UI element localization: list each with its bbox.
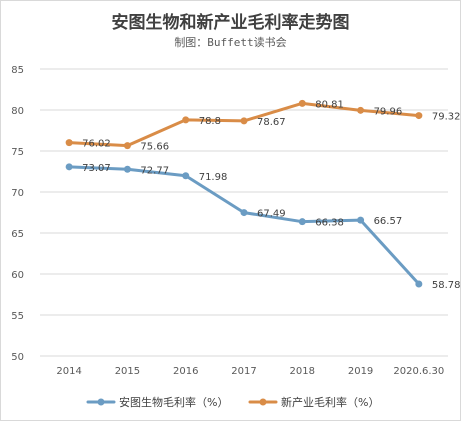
data-point <box>415 112 423 120</box>
data-label: 80.81 <box>315 99 344 110</box>
data-point <box>240 117 248 125</box>
data-point <box>240 209 248 217</box>
data-label: 79.96 <box>374 106 403 117</box>
x-tick-label: 2016 <box>173 366 198 377</box>
data-point <box>65 163 73 171</box>
y-tick-label: 85 <box>11 65 24 76</box>
y-tick-label: 50 <box>11 352 24 363</box>
y-tick-label: 60 <box>11 270 24 281</box>
y-tick-label: 80 <box>11 106 24 117</box>
x-tick-label: 2014 <box>56 366 81 377</box>
data-label: 58.78 <box>432 280 461 291</box>
series-1: 76.02 75.66 78.8 78.67 80.81 79.96 79.32 <box>65 99 461 153</box>
x-axis-ticks: 2014 2015 2016 2017 2018 2019 2020.6.30 <box>56 366 444 377</box>
data-point <box>298 218 306 226</box>
data-point <box>123 142 131 150</box>
data-label: 73.07 <box>82 163 111 174</box>
series-0: 73.07 72.77 71.98 67.49 66.38 66.57 58.78 <box>65 163 461 291</box>
data-point <box>415 280 423 288</box>
grid-lines <box>40 68 448 357</box>
data-label: 66.38 <box>315 218 344 229</box>
data-point <box>65 139 73 147</box>
data-point <box>298 99 306 107</box>
legend: 安图生物毛利率（%） 新产业毛利率（%） <box>86 395 379 409</box>
chart-subtitle: 制图：Buffett读书会 <box>174 36 287 49</box>
data-label: 78.8 <box>199 116 221 127</box>
legend-swatch-marker <box>97 398 105 406</box>
y-tick-label: 70 <box>11 188 24 199</box>
data-label: 67.49 <box>257 209 286 220</box>
series-line-0 <box>67 165 421 286</box>
legend-swatch-marker <box>259 398 267 406</box>
series-group: 73.07 72.77 71.98 67.49 66.38 66.57 58.78 76.02… <box>65 99 461 291</box>
y-axis-ticks: 50 55 60 65 70 75 80 85 <box>11 65 24 363</box>
legend-label: 安图生物毛利率（%） <box>119 395 228 409</box>
chart-title: 安图生物和新产业毛利率走势图 <box>111 13 350 33</box>
y-tick-label: 65 <box>11 229 24 240</box>
data-point <box>357 216 365 224</box>
data-point <box>182 172 190 180</box>
x-tick-label: 2017 <box>231 366 256 377</box>
x-tick-label: 2018 <box>290 366 315 377</box>
legend-label: 新产业毛利率（%） <box>281 395 379 409</box>
data-label: 71.98 <box>199 172 228 183</box>
x-tick-label: 2020.6.30 <box>393 366 444 377</box>
data-point <box>123 165 131 173</box>
x-tick-label: 2015 <box>115 366 140 377</box>
x-tick-label: 2019 <box>348 366 373 377</box>
data-label: 75.66 <box>140 142 169 153</box>
data-label: 79.32 <box>432 112 461 123</box>
data-label: 66.57 <box>374 216 403 227</box>
data-label: 76.02 <box>82 139 111 150</box>
data-point <box>357 106 365 114</box>
y-tick-label: 55 <box>11 311 24 322</box>
data-label: 78.67 <box>257 117 286 128</box>
data-point <box>182 116 190 124</box>
y-tick-label: 75 <box>11 147 24 158</box>
data-label: 72.77 <box>140 165 169 176</box>
